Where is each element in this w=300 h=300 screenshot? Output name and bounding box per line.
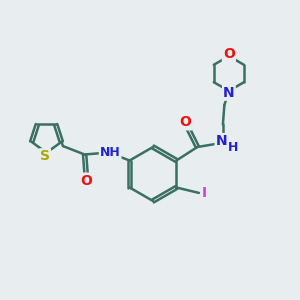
Text: O: O [223, 47, 235, 61]
Text: O: O [179, 116, 191, 129]
Text: I: I [202, 186, 207, 200]
Text: S: S [40, 149, 50, 163]
Text: N: N [223, 86, 235, 100]
Text: H: H [228, 141, 239, 154]
Text: NH: NH [100, 146, 121, 160]
Text: O: O [80, 174, 92, 188]
Text: N: N [216, 134, 227, 148]
